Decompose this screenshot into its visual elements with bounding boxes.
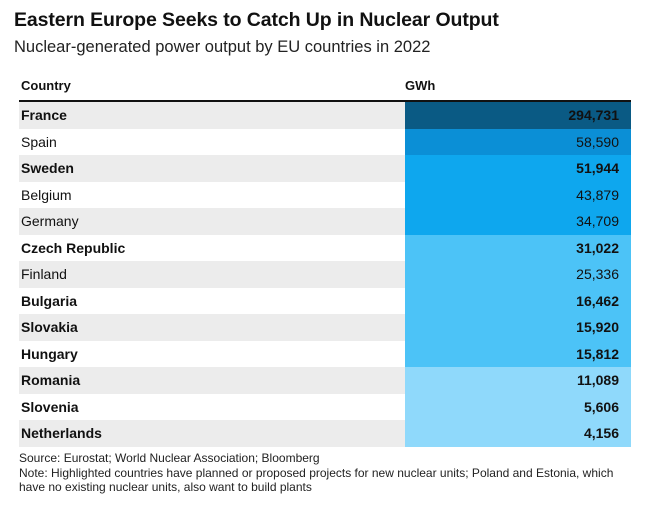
table-row: Slovenia 5,606 [19,393,631,420]
data-table: Country GWh France 294,731 Spain 58,590 Swed… [19,76,631,447]
table-row: Czech Republic 31,022 [19,234,631,261]
value-label: 4,156 [583,425,619,441]
value-cell: 16,462 [405,287,631,314]
country-label: Hungary [21,345,78,362]
table-row: Hungary 15,812 [19,340,631,367]
table-header: Country GWh [19,76,631,102]
country-label: Finland [21,266,67,282]
table-row: Sweden 51,944 [19,155,631,182]
value-cell: 25,336 [405,261,631,288]
value-label: 58,590 [576,133,619,150]
value-label: 51,944 [576,160,619,176]
value-cell: 15,920 [405,314,631,341]
country-label: Slovenia [21,398,79,415]
table-body: France 294,731 Spain 58,590 Sweden 51,944 Belg… [19,102,631,447]
value-cell: 31,022 [405,234,631,261]
column-header-country: Country [21,78,71,93]
value-cell: 5,606 [405,393,631,420]
country-label: Czech Republic [21,239,126,256]
value-cell: 4,156 [405,420,631,447]
value-label: 5,606 [583,398,619,415]
value-label: 15,812 [576,345,619,362]
value-cell: 51,944 [405,155,631,182]
chart-title: Eastern Europe Seeks to Catch Up in Nucl… [14,9,499,31]
value-label: 25,336 [576,266,619,282]
country-label: Netherlands [21,425,102,441]
value-label: 31,022 [576,239,619,256]
value-label: 16,462 [576,292,619,309]
country-label: Bulgaria [21,292,78,309]
table-row: Belgium 43,879 [19,181,631,208]
chart-footer: Source: Eurostat; World Nuclear Associat… [19,451,631,495]
table-row: Romania 11,089 [19,367,631,394]
country-label: Germany [21,213,79,229]
table-row: France 294,731 [19,102,631,129]
value-cell: 58,590 [405,128,631,155]
country-label: Sweden [21,160,74,176]
value-label: 15,920 [576,319,619,335]
chart-subtitle: Nuclear-generated power output by EU cou… [14,38,431,56]
table-row: Germany 34,709 [19,208,631,235]
value-label: 34,709 [576,213,619,229]
column-header-gwh: GWh [405,78,436,93]
value-label: 294,731 [568,107,619,123]
value-label: 11,089 [576,372,619,388]
value-cell: 34,709 [405,208,631,235]
value-cell: 43,879 [405,181,631,208]
value-cell: 15,812 [405,340,631,367]
country-label: Spain [21,133,57,150]
table-row: Spain 58,590 [19,128,631,155]
table-row: Bulgaria 16,462 [19,287,631,314]
country-label: Romania [21,372,81,388]
value-cell: 11,089 [405,367,631,394]
value-cell: 294,731 [405,102,631,129]
table-row: Slovakia 15,920 [19,314,631,341]
table-row: Netherlands 4,156 [19,420,631,447]
country-label: Belgium [21,186,72,203]
highlight-note: Note: Highlighted countries have planned… [19,465,614,495]
country-label: Slovakia [21,319,78,335]
table-row: Finland 25,336 [19,261,631,288]
source-note: Source: Eurostat; World Nuclear Associat… [19,451,320,465]
value-label: 43,879 [576,186,619,203]
country-label: France [21,107,67,123]
